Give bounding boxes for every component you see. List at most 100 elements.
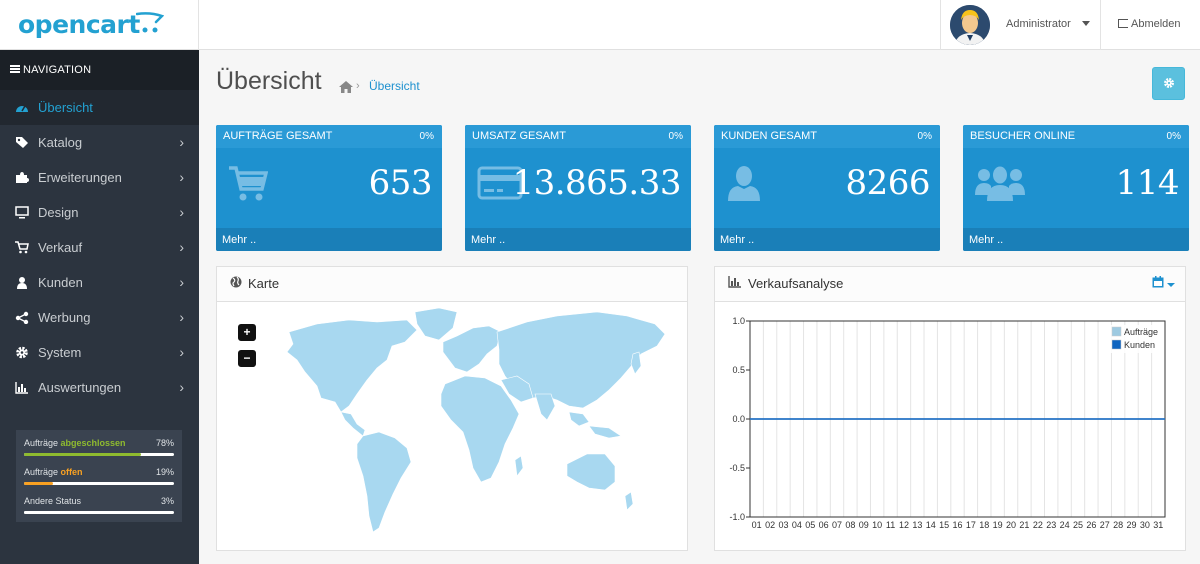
y-tick-label: 0.0	[732, 414, 745, 424]
x-tick-label: 03	[778, 520, 788, 530]
tile-title: AUFTRÄGE GESAMT	[223, 130, 333, 142]
status-completed-row: Aufträge abgeschlossen 78%	[24, 436, 174, 465]
user-icon	[15, 276, 29, 289]
status-open-label: offen	[60, 467, 83, 477]
y-tick-label: 0.5	[732, 365, 745, 375]
sidebar-item-label: Auswertungen	[38, 380, 122, 395]
tile-percent: 0%	[419, 131, 434, 142]
logo-cart-icon	[136, 12, 164, 33]
chevron-right-icon: ›	[179, 344, 184, 360]
x-tick-label: 21	[1019, 520, 1029, 530]
chart-panel-heading: Verkaufsanalyse	[715, 267, 1185, 302]
x-tick-label: 28	[1113, 520, 1123, 530]
status-other-row: Andere Status 3%	[24, 494, 174, 523]
y-tick-label: -1.0	[729, 512, 745, 522]
tile-more-link[interactable]: Mehr ..	[963, 228, 1189, 251]
x-tick-label: 09	[859, 520, 869, 530]
cog-icon	[1163, 78, 1174, 88]
menu-bars-icon	[10, 65, 20, 73]
map-zoom-out-button[interactable]: −	[238, 350, 256, 367]
status-other-label: Andere Status	[24, 496, 82, 506]
sidebar-item-kunden[interactable]: Kunden ›	[0, 265, 199, 300]
tile-more-link[interactable]: Mehr ..	[216, 228, 442, 251]
caret-down-icon	[1082, 21, 1090, 26]
x-tick-label: 22	[1033, 520, 1043, 530]
settings-button[interactable]	[1152, 67, 1185, 100]
sidebar-item-auswertungen[interactable]: Auswertungen ›	[0, 370, 199, 405]
tile-more-link[interactable]: Mehr ..	[714, 228, 940, 251]
sidebar-item-verkauf[interactable]: Verkauf ›	[0, 230, 199, 265]
sidebar-item-design[interactable]: Design ›	[0, 195, 199, 230]
puzzle-icon	[15, 171, 29, 184]
y-tick-label: 1.0	[732, 316, 745, 326]
tile-value: 653	[368, 163, 433, 203]
x-tick-label: 18	[979, 520, 989, 530]
sidebar-item-label: System	[38, 345, 82, 360]
tile-more-link[interactable]: Mehr ..	[465, 228, 691, 251]
logout-label: Abmelden	[1131, 18, 1181, 30]
tile-visitors-online: BESUCHER ONLINE 0% 114 Mehr ..	[963, 125, 1189, 251]
calendar-dropdown-button[interactable]	[1152, 267, 1175, 301]
x-tick-label: 07	[832, 520, 842, 530]
y-tick-label: -0.5	[729, 463, 745, 473]
x-tick-label: 31	[1153, 520, 1163, 530]
sidebar-item-erweiterungen[interactable]: Erweiterungen ›	[0, 160, 199, 195]
x-tick-label: 15	[939, 520, 949, 530]
main-content: Übersicht › Übersicht AUFTRÄGE GESAMT 0% …	[199, 50, 1200, 564]
sidebar-item-uebersicht[interactable]: Übersicht	[0, 90, 199, 125]
chevron-right-icon: ›	[179, 204, 184, 220]
x-tick-label: 05	[805, 520, 815, 530]
x-tick-label: 16	[952, 520, 962, 530]
bar-chart-icon	[15, 381, 29, 394]
sidebar-item-werbung[interactable]: Werbung ›	[0, 300, 199, 335]
breadcrumb[interactable]: Übersicht	[369, 79, 420, 93]
tile-value: 13.865.33	[512, 163, 681, 203]
user-icon	[726, 165, 762, 206]
x-tick-label: 02	[765, 520, 775, 530]
sidebar: NAVIGATION Übersicht Katalog › Erweiteru…	[0, 50, 199, 564]
x-tick-label: 08	[845, 520, 855, 530]
x-tick-label: 13	[912, 520, 922, 530]
sidebar-item-system[interactable]: System ›	[0, 335, 199, 370]
status-bar-fill	[24, 482, 53, 485]
map-panel-title: Karte	[248, 276, 280, 291]
tags-icon	[15, 136, 29, 149]
user-name: Administrator	[1006, 18, 1071, 30]
world-map[interactable]	[217, 302, 687, 550]
status-open-percent: 19%	[155, 467, 174, 477]
home-icon[interactable]	[339, 81, 353, 96]
monitor-icon	[15, 206, 29, 219]
chevron-right-icon: ›	[179, 239, 184, 255]
sales-analysis-panel: Verkaufsanalyse 1.0 0.5 0.0 -0.5 -1.0 01 02 03 0…	[714, 266, 1186, 551]
tile-orders-total: AUFTRÄGE GESAMT 0% 653 Mehr ..	[216, 125, 442, 251]
order-status-box: Aufträge abgeschlossen 78% Aufträge offe…	[16, 430, 182, 522]
x-tick-label: 14	[926, 520, 936, 530]
sign-out-icon	[1118, 19, 1128, 28]
caret-down-icon	[1167, 283, 1175, 287]
tile-title: BESUCHER ONLINE	[970, 130, 1076, 142]
user-menu[interactable]: Administrator	[940, 0, 1101, 50]
status-bar-fill	[24, 453, 141, 456]
logout-link[interactable]: Abmelden	[1118, 18, 1181, 30]
map-zoom-in-button[interactable]: +	[238, 324, 256, 341]
breadcrumb-separator: ›	[356, 80, 360, 92]
x-tick-label: 01	[752, 520, 762, 530]
status-completed-label: abgeschlossen	[60, 438, 126, 448]
x-tick-label: 17	[966, 520, 976, 530]
tile-percent: 0%	[1166, 131, 1181, 142]
chevron-right-icon: ›	[179, 379, 184, 395]
status-completed-bar	[24, 453, 174, 456]
top-header: opencart Administrator Abmelden	[0, 0, 1200, 50]
status-open-row: Aufträge offen 19%	[24, 465, 174, 494]
x-tick-label: 24	[1060, 520, 1070, 530]
sidebar-item-katalog[interactable]: Katalog ›	[0, 125, 199, 160]
x-tick-label: 19	[993, 520, 1003, 530]
sidebar-item-label: Werbung	[38, 310, 91, 325]
tile-revenue-total: UMSATZ GESAMT 0% 13.865.33 Mehr ..	[465, 125, 691, 251]
map-panel: Karte + −	[216, 266, 688, 551]
calendar-icon	[1152, 276, 1164, 288]
tile-percent: 0%	[668, 131, 683, 142]
sidebar-item-label: Erweiterungen	[38, 170, 122, 185]
opencart-logo[interactable]: opencart	[0, 0, 199, 50]
credit-card-icon	[477, 165, 523, 204]
